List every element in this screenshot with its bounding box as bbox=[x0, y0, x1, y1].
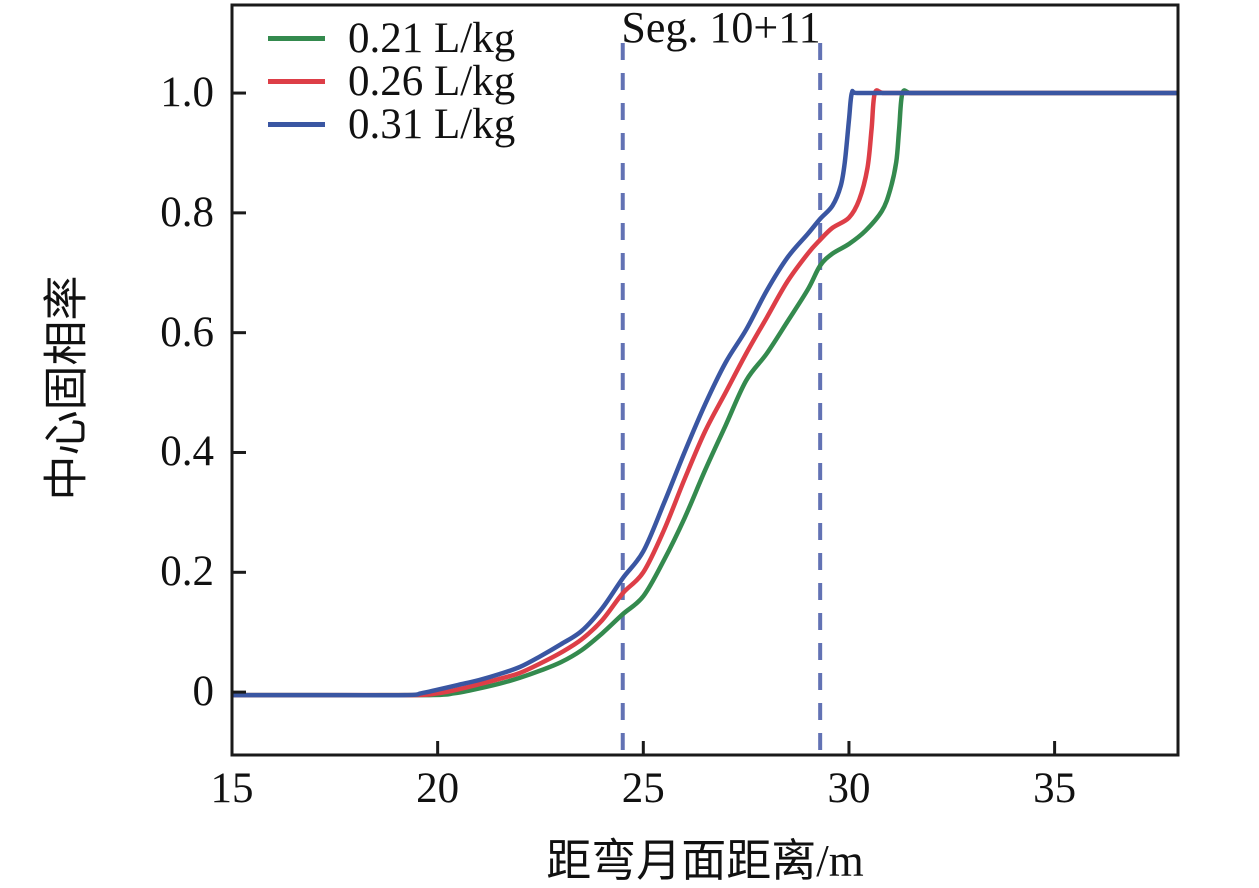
y-tick-label: 0.6 bbox=[160, 308, 214, 356]
legend-item: 0.26 L/kg bbox=[268, 60, 515, 103]
plot-frame bbox=[230, 3, 1180, 757]
series-line bbox=[231, 88, 1178, 698]
legend-label: 0.31 L/kg bbox=[348, 101, 516, 148]
y-tick-label: 0.2 bbox=[160, 548, 214, 596]
y-tick-label: 0.8 bbox=[160, 188, 214, 236]
legend-item: 0.21 L/kg bbox=[268, 17, 515, 60]
legend-line-swatch bbox=[268, 36, 325, 41]
y-tick-label: 0.4 bbox=[160, 428, 214, 476]
x-axis-title: 距弯月面距离/m bbox=[546, 836, 864, 886]
legend-line-swatch bbox=[268, 122, 325, 127]
y-tick-label: 0 bbox=[192, 668, 215, 716]
legend-label: 0.21 L/kg bbox=[348, 15, 516, 62]
legend-line-swatch bbox=[268, 79, 325, 84]
series-line bbox=[231, 88, 1178, 698]
x-tick-label: 30 bbox=[827, 765, 871, 812]
legend: 0.21 L/kg 0.26 L/kg 0.31 L/kg bbox=[268, 17, 515, 146]
legend-item: 0.31 L/kg bbox=[268, 103, 515, 146]
segment-annotation: Seg. 10+11 bbox=[621, 3, 821, 52]
legend-label: 0.26 L/kg bbox=[348, 58, 516, 105]
x-tick-label: 35 bbox=[1033, 765, 1077, 812]
x-tick-label: 25 bbox=[621, 765, 665, 812]
x-tick-label: 20 bbox=[416, 765, 460, 812]
y-tick-label: 1.0 bbox=[160, 69, 214, 117]
x-tick-label: 15 bbox=[210, 765, 254, 812]
series-line bbox=[231, 88, 1178, 698]
y-axis-title: 中心固相率 bbox=[41, 275, 92, 501]
